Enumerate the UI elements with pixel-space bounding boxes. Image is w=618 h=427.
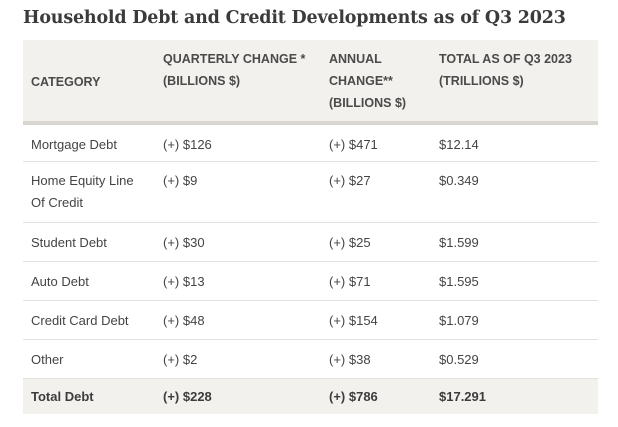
cell-annual: (+) $25 — [321, 222, 431, 262]
header-total: TOTAL AS OF Q3 2023 (TRILLIONS $) — [431, 40, 598, 125]
cell-total: $1.595 — [431, 261, 598, 301]
header-category-label: CATEGORY — [31, 75, 101, 89]
header-quarterly-line1: QUARTERLY CHANGE * — [163, 52, 306, 66]
cell-total: $12.14 — [431, 123, 598, 162]
table-row: Credit Card Debt (+) $48 (+) $154 $1.079 — [23, 300, 598, 340]
category-label: Mortgage Debt — [31, 137, 117, 152]
cell-annual: (+) $71 — [321, 261, 431, 301]
cell-quarterly: (+) $48 — [155, 300, 321, 340]
cell-total: $17.291 — [439, 388, 486, 404]
category-label: Credit Card Debt — [31, 312, 129, 328]
header-annual-line2: CHANGE** — [329, 74, 393, 88]
table-row: Home Equity Line Of Credit (+) $9 (+) $2… — [23, 161, 598, 223]
header-total-line1: TOTAL AS OF Q3 2023 — [439, 52, 572, 66]
cell-annual: (+) $154 — [321, 300, 431, 340]
category-label: Other — [31, 351, 64, 367]
table-header-row: CATEGORY QUARTERLY CHANGE * (BILLIONS $)… — [23, 40, 598, 125]
cell-category: Student Debt — [23, 222, 155, 262]
cell-annual: (+) $27 — [321, 161, 431, 223]
cell-total: $1.599 — [431, 222, 598, 262]
table-row: Mortgage Debt (+) $126 (+) $471 $12.14 — [23, 123, 598, 162]
cell-quarterly: (+) $9 — [155, 161, 321, 223]
cell-category: Credit Card Debt — [23, 300, 155, 340]
debt-table: CATEGORY QUARTERLY CHANGE * (BILLIONS $)… — [23, 40, 598, 414]
category-label-line1: Home Equity Line — [31, 172, 134, 188]
header-total-line2: (TRILLIONS $) — [439, 74, 524, 88]
cell-total: $0.529 — [431, 339, 598, 379]
header-annual-change: ANNUAL CHANGE** (BILLIONS $) — [321, 40, 431, 125]
cell-category: Auto Debt — [23, 261, 155, 301]
cell-quarterly: (+) $228 — [163, 388, 212, 404]
category-label: Auto Debt — [31, 273, 89, 289]
cell-total: $0.349 — [431, 161, 598, 223]
cell-annual: (+) $38 — [321, 339, 431, 379]
cell-category: Total Debt — [31, 388, 94, 404]
cell-category: Mortgage Debt — [23, 123, 155, 162]
header-quarterly-change: QUARTERLY CHANGE * (BILLIONS $) — [155, 40, 321, 125]
cell-annual: (+) $786 — [329, 388, 378, 404]
category-label-line2: Of Credit — [31, 194, 84, 210]
header-category: CATEGORY — [23, 40, 155, 125]
cell-quarterly: (+) $126 — [155, 123, 321, 162]
cell-quarterly: (+) $2 — [155, 339, 321, 379]
cell-category: Other — [23, 339, 155, 379]
cell-total: $1.079 — [431, 300, 598, 340]
cell-quarterly: (+) $13 — [155, 261, 321, 301]
header-annual-line1: ANNUAL — [329, 52, 382, 66]
cell-annual: (+) $471 — [321, 123, 431, 162]
cell-quarterly: (+) $30 — [155, 222, 321, 262]
table-row: Student Debt (+) $30 (+) $25 $1.599 — [23, 222, 598, 262]
table-row: Auto Debt (+) $13 (+) $71 $1.595 — [23, 261, 598, 301]
cell-category: Home Equity Line Of Credit — [23, 161, 155, 223]
header-quarterly-line2: (BILLIONS $) — [163, 74, 241, 88]
header-annual-line3: (BILLIONS $) — [329, 96, 407, 110]
page-title: Household Debt and Credit Developments a… — [23, 8, 566, 28]
table-row: Other (+) $2 (+) $38 $0.529 — [23, 339, 598, 379]
total-row: Total Debt (+) $228 (+) $786 $17.291 — [23, 378, 598, 414]
category-label: Student Debt — [31, 234, 107, 250]
